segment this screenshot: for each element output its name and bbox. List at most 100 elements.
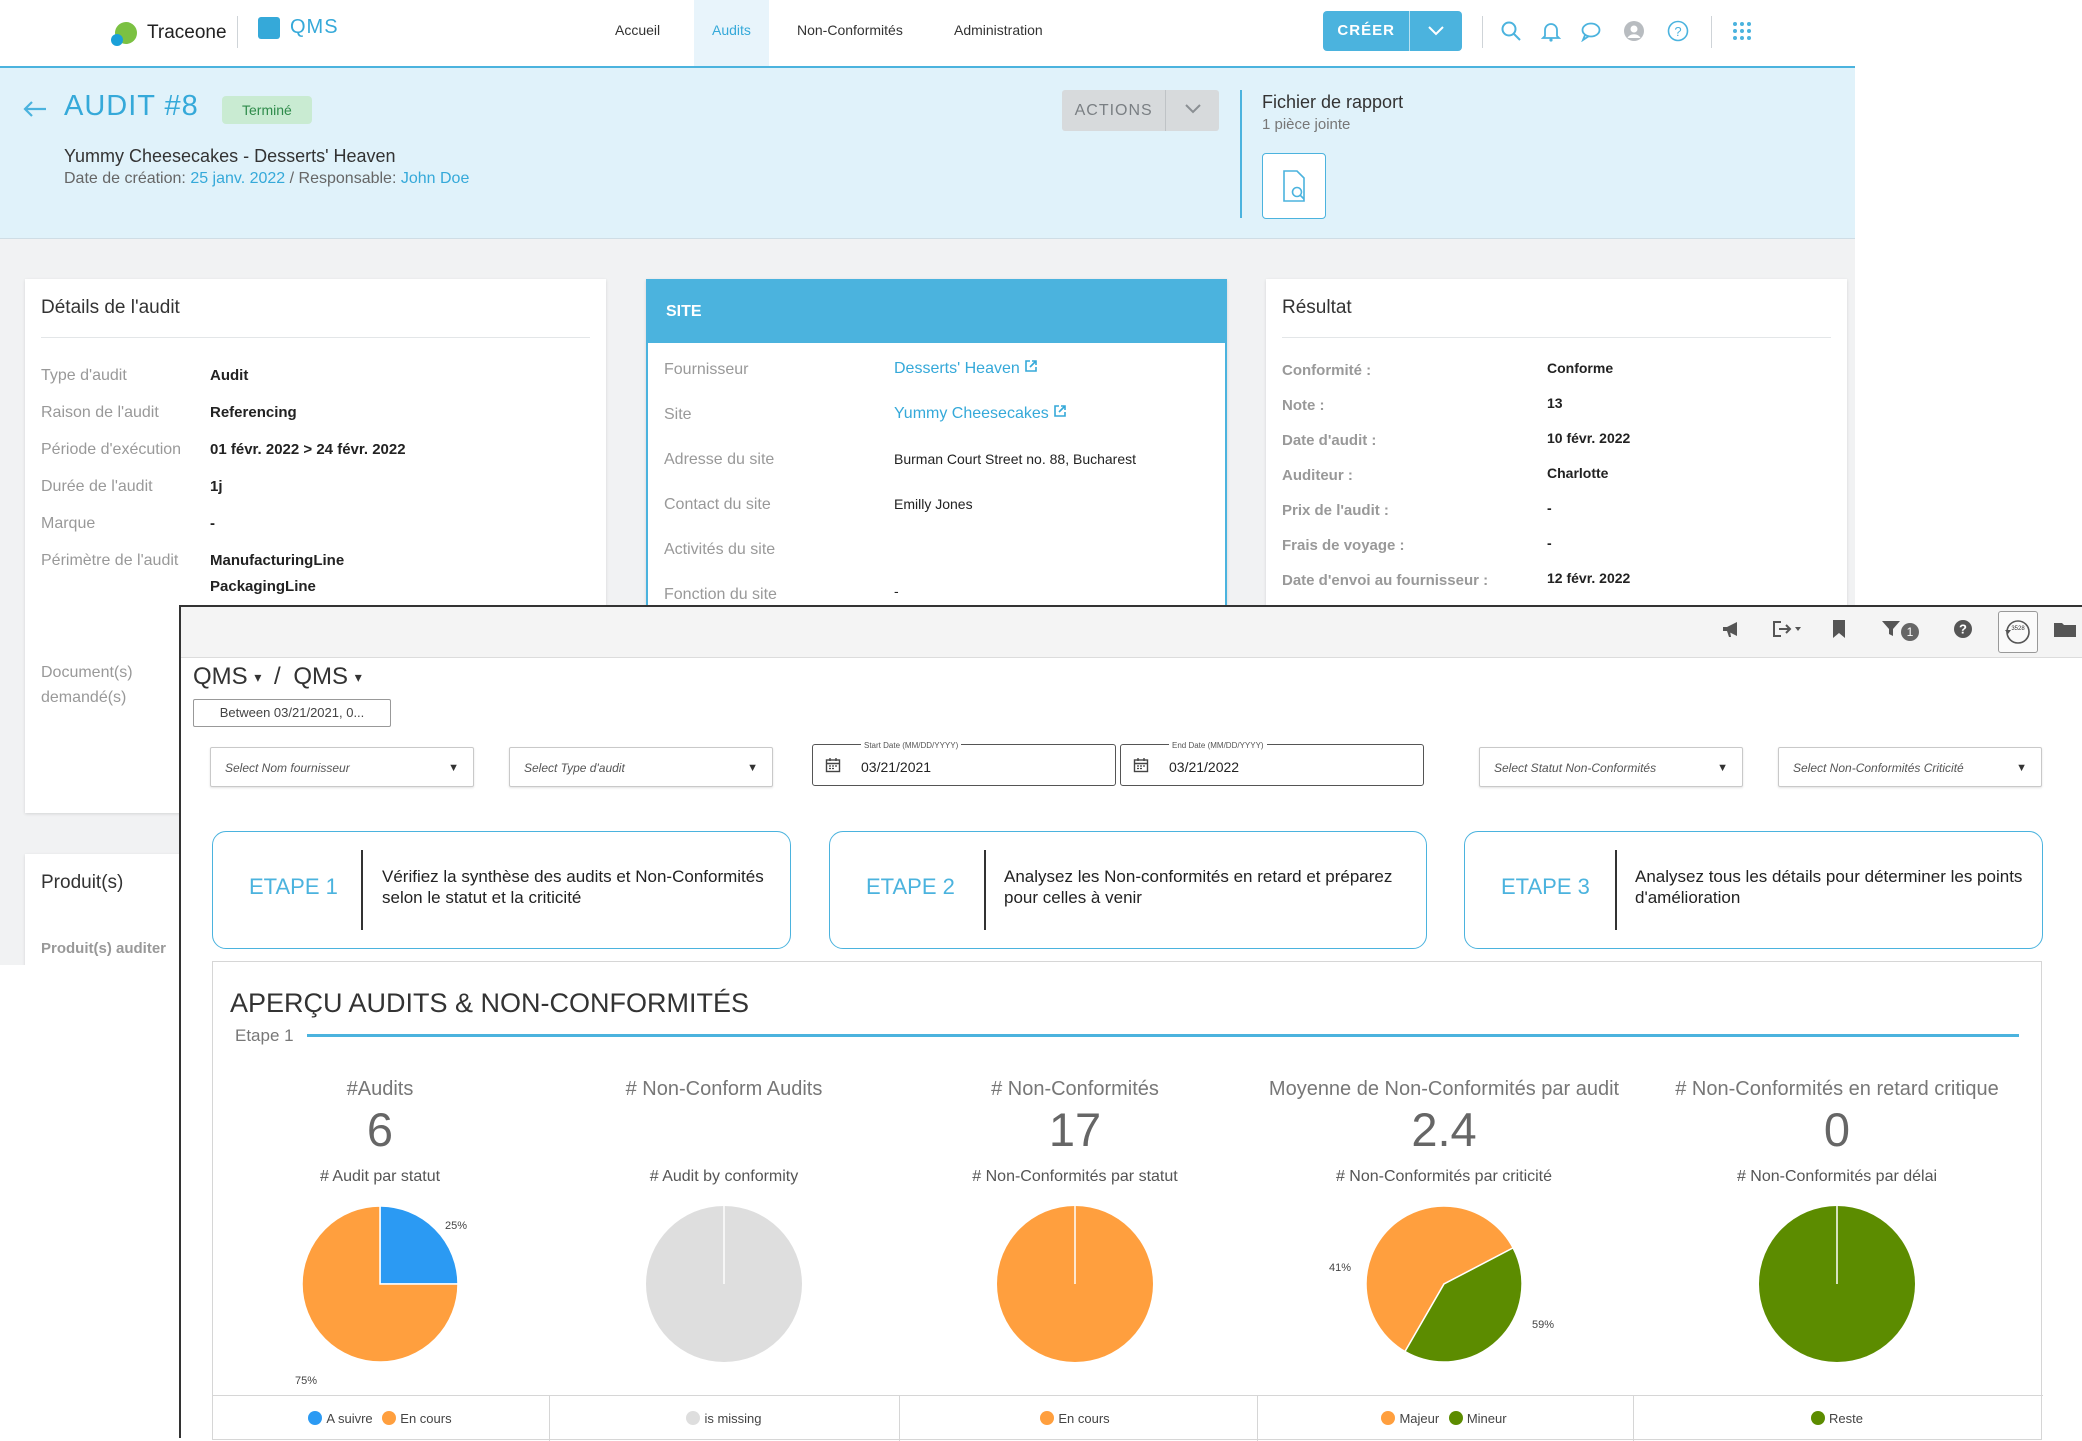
- nc-status-select[interactable]: Select Statut Non-Conformités ▼: [1479, 747, 1743, 787]
- qms-module-logo[interactable]: QMS: [258, 16, 339, 39]
- pie-chart-audit-conformity[interactable]: [644, 1204, 804, 1364]
- nav-non-conformites[interactable]: Non-Conformités: [797, 22, 903, 38]
- audit-subtitle: Yummy Cheesecakes - Desserts' Heaven: [64, 146, 396, 166]
- caret-down-icon[interactable]: ▾: [354, 669, 362, 686]
- site-label: Site: [664, 406, 692, 423]
- report-count: 1 pièce jointe: [1262, 116, 1351, 133]
- pie-chart-nc-criticity[interactable]: [1364, 1204, 1524, 1364]
- filter-icon[interactable]: [1881, 619, 1903, 645]
- nc-criticity-select[interactable]: Select Non-Conformités Criticité ▼: [1778, 747, 2042, 787]
- result-label: Date d'envoi au fournisseur :: [1282, 572, 1489, 589]
- export-icon[interactable]: [1771, 619, 1805, 645]
- legend-item[interactable]: Mineur: [1448, 1411, 1507, 1426]
- pie-slice-majeur[interactable]: [1365, 1205, 1515, 1353]
- bell-icon[interactable]: [1540, 20, 1562, 42]
- help-icon[interactable]: ?: [1667, 20, 1689, 42]
- legend-swatch: [1040, 1411, 1055, 1425]
- nc-status-select-placeholder: Select Statut Non-Conformités: [1494, 761, 1657, 775]
- overview-step-label: Etape 1: [235, 1026, 294, 1045]
- audit-type-select-placeholder: Select Type d'audit: [524, 761, 625, 775]
- pie-slice-mineur[interactable]: [1403, 1246, 1523, 1363]
- pie-chart-audit-status[interactable]: [300, 1204, 460, 1364]
- search-icon[interactable]: [1500, 20, 1522, 42]
- calendar-icon[interactable]: [825, 757, 841, 777]
- pie-slice-en-cours[interactable]: [301, 1205, 459, 1363]
- pie-slice-a-suivre[interactable]: [379, 1205, 459, 1285]
- back-arrow-icon[interactable]: [22, 94, 48, 126]
- legend-item[interactable]: En cours: [1040, 1411, 1110, 1426]
- chevron-down-icon[interactable]: [1165, 90, 1219, 131]
- divider: [984, 850, 986, 930]
- nav-audits[interactable]: Audits: [694, 0, 769, 66]
- owner-link[interactable]: John Doe: [400, 170, 470, 187]
- end-date-field[interactable]: End Date (MM/DD/YYYY) 03/21/2022: [1120, 741, 1424, 786]
- folder-icon[interactable]: [2053, 619, 2079, 645]
- supplier-select-placeholder: Select Nom fournisseur: [225, 761, 350, 775]
- documents-label: Document(s): [41, 664, 133, 681]
- detail-value: PackagingLine: [210, 578, 316, 595]
- calendar-icon[interactable]: [1133, 757, 1149, 777]
- legend-item[interactable]: A suivre: [308, 1411, 373, 1426]
- qms-icon: [258, 16, 280, 39]
- user-avatar-icon[interactable]: [1623, 20, 1645, 42]
- legend-item[interactable]: Majeur: [1381, 1411, 1439, 1426]
- legend-item[interactable]: Reste: [1811, 1411, 1863, 1426]
- step-label: ETAPE 2: [866, 874, 955, 899]
- legend-item[interactable]: is missing: [686, 1411, 762, 1426]
- site-link[interactable]: Yummy Cheesecakes: [894, 404, 1067, 423]
- external-link-icon[interactable]: [1024, 360, 1038, 377]
- result-value: -: [1547, 500, 1552, 516]
- legend-item[interactable]: En cours: [382, 1411, 452, 1426]
- pie-chart-nc-delay[interactable]: [1757, 1204, 1917, 1364]
- actions-button[interactable]: ACTIONS: [1062, 90, 1219, 131]
- apps-grid-icon[interactable]: [1731, 20, 1753, 42]
- pie-chart-nc-status[interactable]: [995, 1204, 1155, 1364]
- nav-administration[interactable]: Administration: [954, 22, 1043, 38]
- chevron-down-icon[interactable]: [1409, 11, 1462, 51]
- announcement-icon[interactable]: [1721, 619, 1743, 645]
- legend-swatch: [686, 1411, 701, 1425]
- pie-data-label: 75%: [295, 1375, 318, 1387]
- history-count: 3528: [2011, 626, 2025, 632]
- result-label: Date d'audit :: [1282, 432, 1377, 449]
- step-label: ETAPE 1: [249, 874, 338, 899]
- caret-down-icon[interactable]: ▾: [254, 669, 262, 686]
- status-badge: Terminé: [222, 96, 312, 124]
- supplier-select[interactable]: Select Nom fournisseur ▼: [210, 747, 474, 787]
- site-label: Fonction du site: [664, 586, 777, 603]
- divider: [1711, 16, 1712, 48]
- start-date-field[interactable]: Start Date (MM/DD/YYYY) 03/21/2021: [812, 741, 1116, 786]
- audit-type-select[interactable]: Select Type d'audit ▼: [509, 747, 773, 787]
- result-value: Conforme: [1547, 360, 1614, 376]
- help-icon[interactable]: ?: [1953, 619, 1973, 645]
- history-button[interactable]: 3528: [1998, 611, 2038, 653]
- start-date-value: 03/21/2021: [861, 759, 932, 775]
- pie-legend: A suivre En cours: [240, 1411, 520, 1426]
- legend-swatch: [382, 1411, 397, 1425]
- traceone-logo[interactable]: Traceone: [111, 16, 227, 50]
- result-label: Auditeur :: [1282, 467, 1353, 484]
- bookmark-icon[interactable]: [1831, 619, 1847, 645]
- step-card-1: ETAPE 1 Vérifiez la synthèse des audits …: [212, 831, 791, 949]
- breadcrumb-item[interactable]: QMS: [293, 663, 349, 690]
- breadcrumb-item[interactable]: QMS: [193, 663, 248, 690]
- brand-name: Traceone: [147, 22, 227, 43]
- kpi-value: 2.4: [1411, 1103, 1477, 1156]
- file-preview-icon[interactable]: [1262, 153, 1326, 219]
- divider: [1257, 1395, 1258, 1441]
- date-range-filter-pill[interactable]: Between 03/21/2021, 0...: [193, 699, 391, 727]
- pie-legend: Majeur Mineur: [1259, 1411, 1629, 1426]
- pie-title: # Non-Conformités par délai: [1736, 1168, 1938, 1185]
- pie-legend: is missing: [544, 1411, 904, 1426]
- external-link-icon[interactable]: [1053, 405, 1067, 422]
- supplier-link[interactable]: Desserts' Heaven: [894, 359, 1038, 378]
- nav-accueil[interactable]: Accueil: [615, 22, 661, 38]
- legend-swatch: [308, 1411, 323, 1425]
- create-button[interactable]: CRÉER: [1323, 11, 1462, 51]
- pie-title: # Non-Conformités par statut: [972, 1168, 1178, 1185]
- legend-label: Reste: [1829, 1411, 1863, 1426]
- chat-icon[interactable]: [1580, 20, 1602, 43]
- dashboard-toolbar: 1 ? 3528: [181, 607, 2082, 658]
- page-title: AUDIT #8: [64, 90, 199, 122]
- result-value: Charlotte: [1547, 465, 1609, 481]
